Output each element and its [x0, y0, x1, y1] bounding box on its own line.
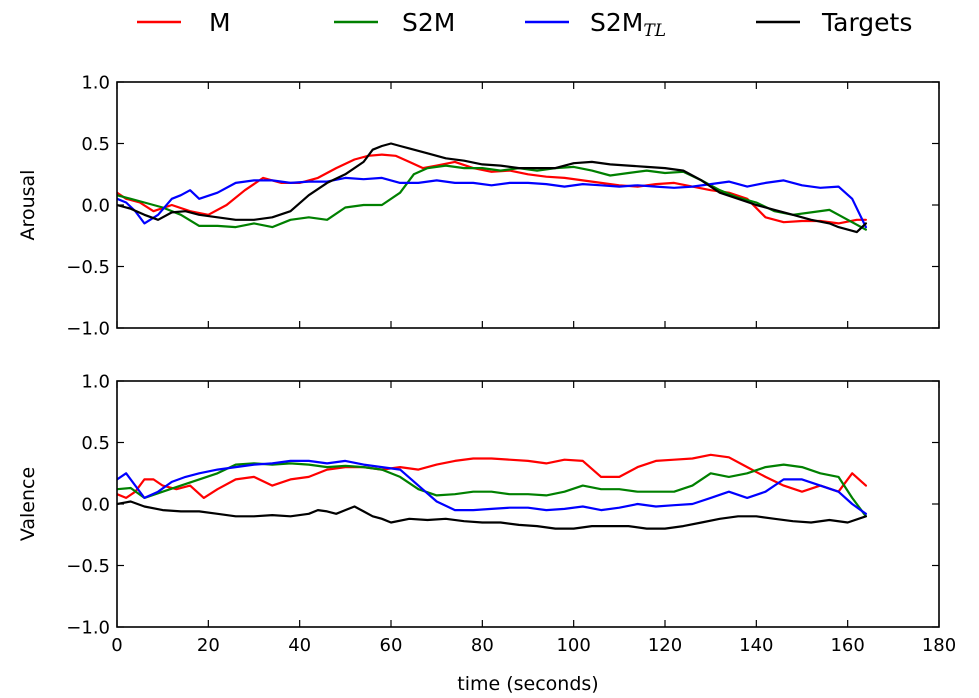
legend-label-targets: Targets — [821, 8, 912, 37]
x-tick-label: 180 — [922, 635, 956, 656]
x-tick-label: 140 — [739, 635, 773, 656]
valence-y-tick-label: 1.0 — [81, 372, 110, 393]
x-tick-label: 40 — [288, 635, 311, 656]
legend-label-s2m: S2M — [402, 8, 455, 37]
arousal-y-tick-label: −0.5 — [66, 257, 110, 278]
arousal-plot-frame — [116, 81, 940, 329]
arousal-series-s2m — [117, 164, 867, 231]
valence-plot-frame — [116, 380, 940, 628]
valence-series-s2m-tl — [117, 459, 867, 515]
legend-label-m: M — [209, 8, 231, 37]
legend-label-s2m-tl: S2MTL — [590, 8, 666, 41]
arousal-y-tick-label: 0.0 — [81, 196, 110, 217]
arousal-series-targets — [117, 142, 867, 234]
valence-y-axis-title: Valence — [17, 467, 39, 541]
valence-y-tick-label: −0.5 — [66, 556, 110, 577]
valence-y-tick-label: 0.0 — [81, 495, 110, 516]
arousal-y-tick-label: 0.5 — [81, 134, 110, 155]
x-tick-label: 80 — [471, 635, 494, 656]
valence-series-m — [117, 453, 867, 499]
x-axis-title: time (seconds) — [457, 673, 598, 695]
arousal-panel: −1.0 −0.5 0.0 0.5 1.0 Arousal — [17, 73, 940, 340]
x-tick-label: 20 — [197, 635, 220, 656]
x-tick-label: 60 — [380, 635, 403, 656]
valence-y-tick-label: 0.5 — [81, 433, 110, 454]
x-tick-label: 120 — [648, 635, 682, 656]
x-tick-label: 0 — [111, 635, 122, 656]
arousal-series-s2m-tl — [117, 176, 867, 229]
valence-y-tick-label: −1.0 — [66, 618, 110, 639]
x-tick-label: 100 — [556, 635, 590, 656]
valence-series-targets — [117, 500, 867, 530]
arousal-y-axis-title: Arousal — [17, 170, 39, 241]
x-tick-label: 160 — [830, 635, 864, 656]
valence-series-s2m — [117, 462, 867, 518]
arousal-y-tick-label: −1.0 — [66, 319, 110, 340]
valence-panel: −1.0 −0.5 0.0 0.5 1.0 0 20 40 60 80 100 120 140 160 18… — [17, 372, 956, 657]
chart-legend: M S2M S2MTL Targets — [137, 8, 912, 41]
arousal-y-tick-label: 1.0 — [81, 73, 110, 94]
